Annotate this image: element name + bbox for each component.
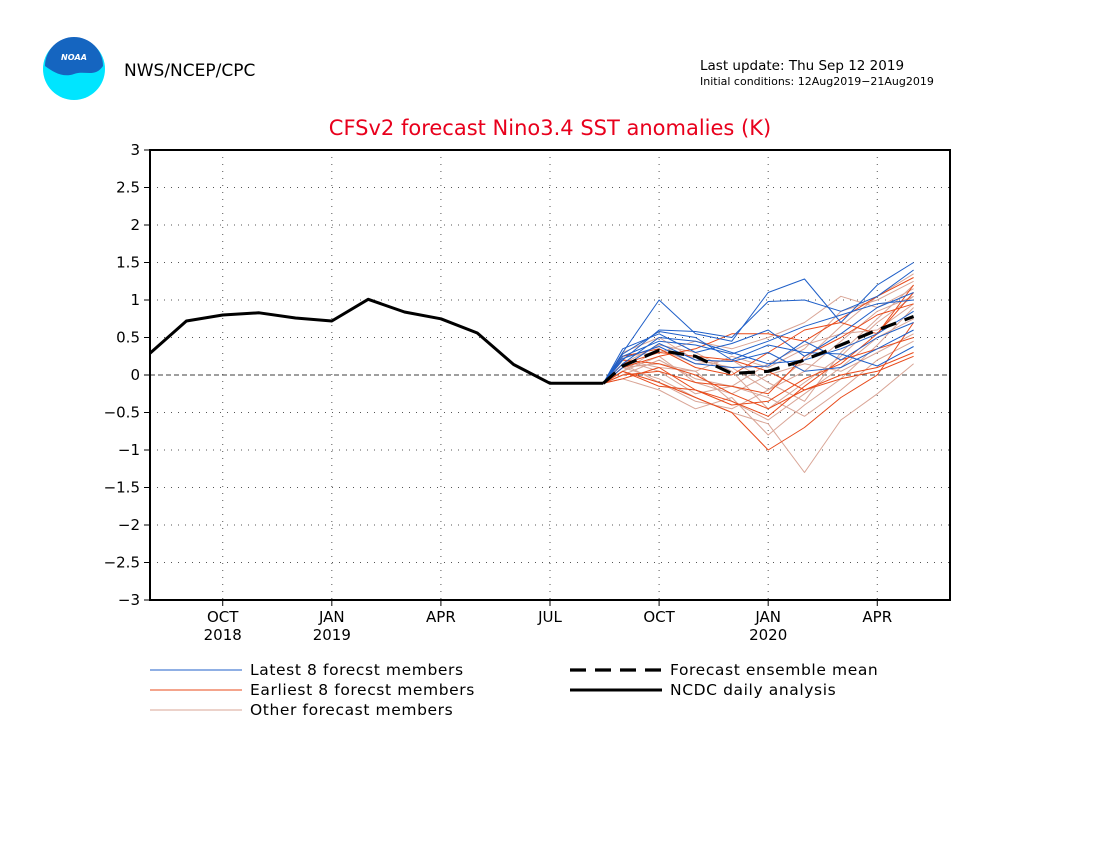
legend-label-latest: Latest 8 forecst members xyxy=(250,661,464,679)
y-tick-label: −2 xyxy=(118,516,140,534)
x-tick-label: APR xyxy=(862,608,892,626)
y-tick-label: 0 xyxy=(130,366,140,384)
legend-label-other: Other forecast members xyxy=(250,701,453,719)
ensemble-mean-line xyxy=(602,315,915,385)
x-tick-label: JAN xyxy=(318,608,345,626)
y-tick-label: 1 xyxy=(130,291,140,309)
legend-label-mean: Forecast ensemble mean xyxy=(670,661,878,679)
legend: Latest 8 forecst members Earliest 8 forec… xyxy=(150,661,878,719)
latest-member-line xyxy=(602,269,914,384)
earliest-member-line xyxy=(603,303,914,395)
other-member-line xyxy=(602,303,914,395)
latest-member-line xyxy=(602,310,914,384)
y-tick-label: −1 xyxy=(118,441,140,459)
earliest-member-line xyxy=(602,352,914,410)
x-tick-year-label: 2018 xyxy=(204,626,242,644)
x-tick-label: OCT xyxy=(207,608,239,626)
latest-member-line xyxy=(602,329,914,384)
organization-label: NWS/NCEP/CPC xyxy=(124,61,255,81)
noaa-logo-text: NOAA xyxy=(61,53,87,62)
x-tick-label: APR xyxy=(426,608,456,626)
y-tick-label: −1.5 xyxy=(104,479,140,497)
initial-conditions-text: Initial conditions: 12Aug2019−21Aug2019 xyxy=(700,75,934,88)
y-tick-label: 3 xyxy=(130,141,140,159)
x-tick-label: JUL xyxy=(537,608,562,626)
latest-member-line xyxy=(602,322,914,384)
y-tick-label: −3 xyxy=(118,591,140,609)
last-update-text: Last update: Thu Sep 12 2019 xyxy=(700,58,904,74)
chart-title: CFSv2 forecast Nino3.4 SST anomalies (K) xyxy=(329,116,771,140)
noaa-logo: NOAA xyxy=(43,37,105,100)
earliest-member-line xyxy=(603,337,914,417)
x-tick-label: JAN xyxy=(754,608,781,626)
earliest-member-line xyxy=(602,352,914,391)
x-tick-year-label: 2019 xyxy=(313,626,351,644)
y-tick-label: 0.5 xyxy=(116,329,140,347)
x-tick-year-label: 2020 xyxy=(749,626,787,644)
other-member-line xyxy=(603,333,914,395)
y-tick-label: 2 xyxy=(130,216,140,234)
latest-member-line xyxy=(602,299,914,384)
y-tick-label: 1.5 xyxy=(116,254,140,272)
latest-member-line xyxy=(602,331,914,384)
noaa-logo-top xyxy=(45,37,103,76)
legend-label-analysis: NCDC daily analysis xyxy=(670,681,836,699)
other-member-line xyxy=(602,288,914,384)
earliest-member-line xyxy=(603,322,915,451)
plot-series xyxy=(149,262,915,473)
other-member-line xyxy=(603,307,914,436)
y-axis: 3 2.5 2 1.5 1 0.5 0 −0.5 −1 −1.5 −2 −2.5 −3 xyxy=(104,141,150,609)
latest-member-line xyxy=(602,292,914,384)
y-tick-label: −2.5 xyxy=(104,554,140,572)
y-tick-label: −0.5 xyxy=(104,404,140,422)
y-tick-label: 2.5 xyxy=(116,179,140,197)
analysis-line xyxy=(149,297,604,385)
plot-frame xyxy=(149,149,951,601)
x-tick-label: OCT xyxy=(643,608,675,626)
legend-label-earliest: Earliest 8 forecst members xyxy=(250,681,475,699)
